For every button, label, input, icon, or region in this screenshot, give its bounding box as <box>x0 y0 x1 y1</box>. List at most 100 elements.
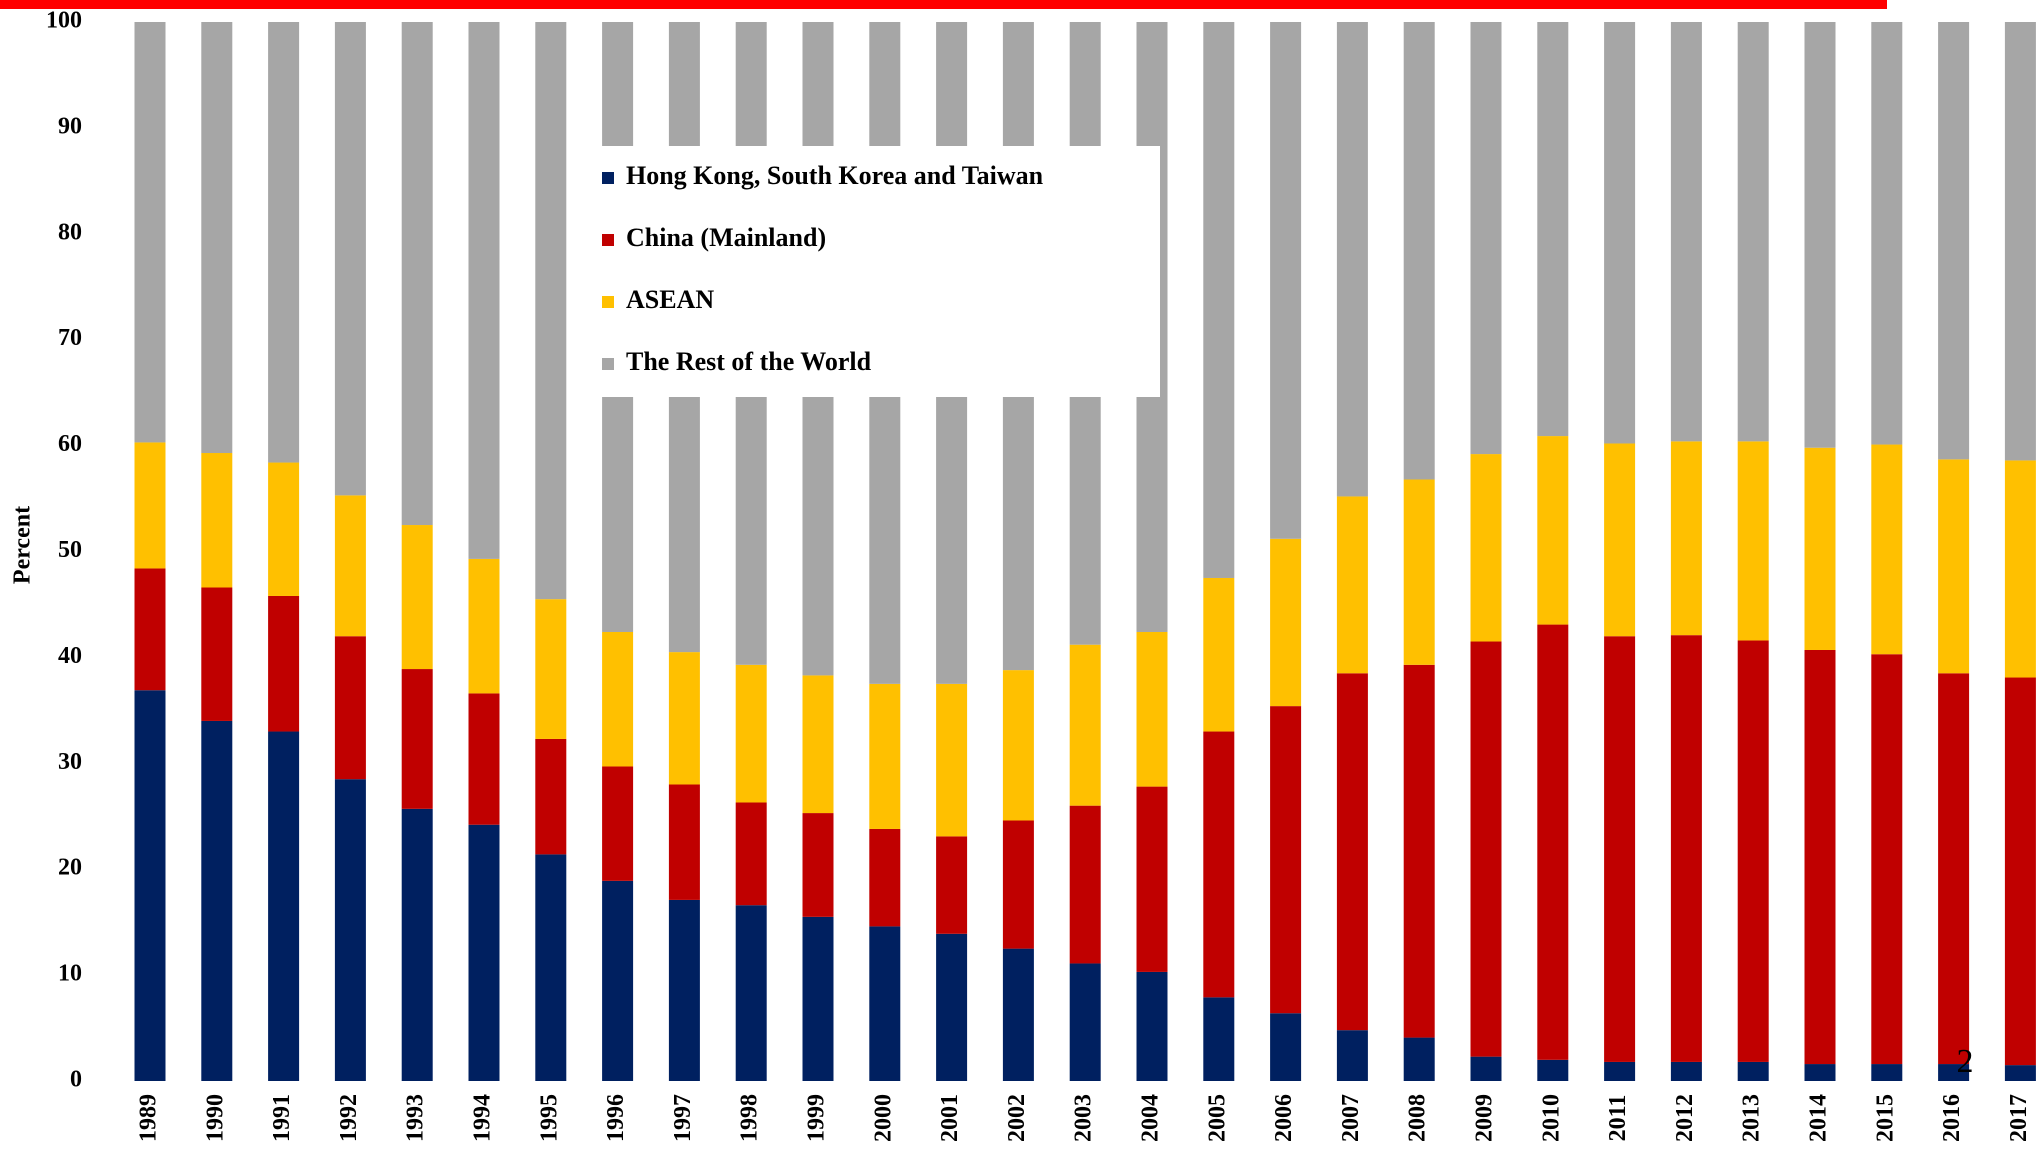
bar-segment <box>268 22 300 463</box>
bar-segment <box>1403 1037 1435 1081</box>
bar-segment <box>134 22 166 443</box>
x-tick-label: 2005 <box>1204 1094 1230 1142</box>
x-tick-label: 2012 <box>1672 1094 1698 1142</box>
y-tick-label: 100 <box>46 8 82 34</box>
bar-segment <box>2004 1065 2036 1081</box>
bar-segment <box>1270 538 1302 707</box>
bar-segment <box>1470 1056 1502 1081</box>
y-tick-label: 40 <box>58 643 82 669</box>
bar-segment <box>735 802 767 906</box>
legend-box <box>572 146 1160 397</box>
bar-segment <box>334 495 366 637</box>
bar-segment <box>602 880 634 1081</box>
bar-segment <box>468 824 500 1081</box>
bar-segment <box>1604 22 1636 444</box>
bar-segment <box>1336 673 1368 1031</box>
header-bar <box>0 0 1887 9</box>
bar-segment <box>1002 948 1034 1081</box>
legend-swatch <box>602 172 614 184</box>
bar-segment <box>668 652 700 785</box>
bar-segment <box>334 636 366 780</box>
bar-segment <box>1336 22 1368 497</box>
bar-segment <box>1270 706 1302 1014</box>
bar-segment <box>134 690 166 1081</box>
y-tick-label: 90 <box>58 113 82 139</box>
x-tick-label: 2001 <box>937 1094 963 1142</box>
x-tick-label: 1998 <box>737 1094 763 1142</box>
bar-segment <box>1670 1061 1702 1081</box>
bar-segment <box>1938 459 1970 674</box>
bar-segment <box>1804 22 1836 448</box>
x-tick-label: 1999 <box>804 1094 830 1142</box>
x-tick-label: 1993 <box>403 1094 429 1142</box>
x-tick-label: 2015 <box>1872 1094 1898 1142</box>
bar-segment <box>802 675 834 814</box>
x-tick-label: 1995 <box>536 1094 562 1142</box>
x-tick-label: 2014 <box>1806 1094 1832 1142</box>
bar-segment <box>1203 577 1235 732</box>
legend-label: The Rest of the World <box>626 347 872 376</box>
x-tick-label: 1994 <box>470 1094 496 1142</box>
x-tick-label: 2007 <box>1338 1094 1364 1142</box>
bar-segment <box>468 693 500 825</box>
bar-segment <box>869 683 901 829</box>
legend-swatch <box>602 296 614 308</box>
bar-segment <box>1871 1064 1903 1081</box>
bar-segment <box>1737 22 1769 442</box>
bar-segment <box>602 631 634 767</box>
bar-segment <box>1871 654 1903 1065</box>
bar-segment <box>268 731 300 1081</box>
bar-segment <box>201 587 233 721</box>
bar-segment <box>2004 677 2036 1066</box>
bar-segment <box>535 599 567 739</box>
bar-segment <box>668 784 700 900</box>
x-tick-label: 2017 <box>2006 1094 2032 1142</box>
bar-segment <box>535 738 567 855</box>
bar-segment <box>1069 963 1101 1081</box>
bar-segment <box>869 926 901 1081</box>
bar-segment <box>1403 479 1435 665</box>
bar-segment <box>735 905 767 1081</box>
bar-segment <box>2004 460 2036 678</box>
bar-segment <box>1470 641 1502 1057</box>
bar-segment <box>1537 1059 1569 1081</box>
bar-segment <box>201 720 233 1081</box>
bar-segment <box>334 779 366 1081</box>
bar-segment <box>1002 670 1034 821</box>
bar-segment <box>401 22 433 526</box>
x-tick-label: 2000 <box>870 1094 896 1142</box>
bar-segment <box>1203 997 1235 1081</box>
bar-segment <box>1470 22 1502 455</box>
x-tick-label: 2010 <box>1538 1094 1564 1142</box>
bar-segment <box>802 813 834 917</box>
y-tick-label: 70 <box>58 325 82 351</box>
bar-segment <box>1136 631 1168 787</box>
x-tick-label: 1992 <box>336 1094 362 1142</box>
bar-segment <box>134 568 166 691</box>
bar-segment <box>802 916 834 1081</box>
bar-segment <box>869 828 901 927</box>
y-tick-label: 80 <box>58 219 82 245</box>
bar-segment <box>1069 644 1101 806</box>
bar-segment <box>1270 1013 1302 1081</box>
bar-segment <box>1938 22 1970 460</box>
bar-segment <box>1938 673 1970 1065</box>
x-tick-label: 1991 <box>269 1094 295 1142</box>
legend-swatch <box>602 358 614 370</box>
bar-segment <box>1871 444 1903 655</box>
page-number: 2 <box>1957 1043 1974 1080</box>
bar-segment <box>668 899 700 1081</box>
bar-segment <box>1604 443 1636 637</box>
legend-label: Hong Kong, South Korea and Taiwan <box>626 161 1044 190</box>
y-tick-label: 20 <box>58 855 82 881</box>
bar-segment <box>1804 447 1836 650</box>
x-tick-label: 1990 <box>202 1094 228 1142</box>
y-tick-label: 0 <box>70 1067 82 1093</box>
bar-segment <box>535 854 567 1081</box>
bar-segment <box>1203 731 1235 998</box>
x-tick-label: 2009 <box>1472 1094 1498 1142</box>
x-tick-label: 2003 <box>1071 1094 1097 1142</box>
bar-segment <box>2004 22 2036 461</box>
y-tick-label: 10 <box>58 961 82 987</box>
